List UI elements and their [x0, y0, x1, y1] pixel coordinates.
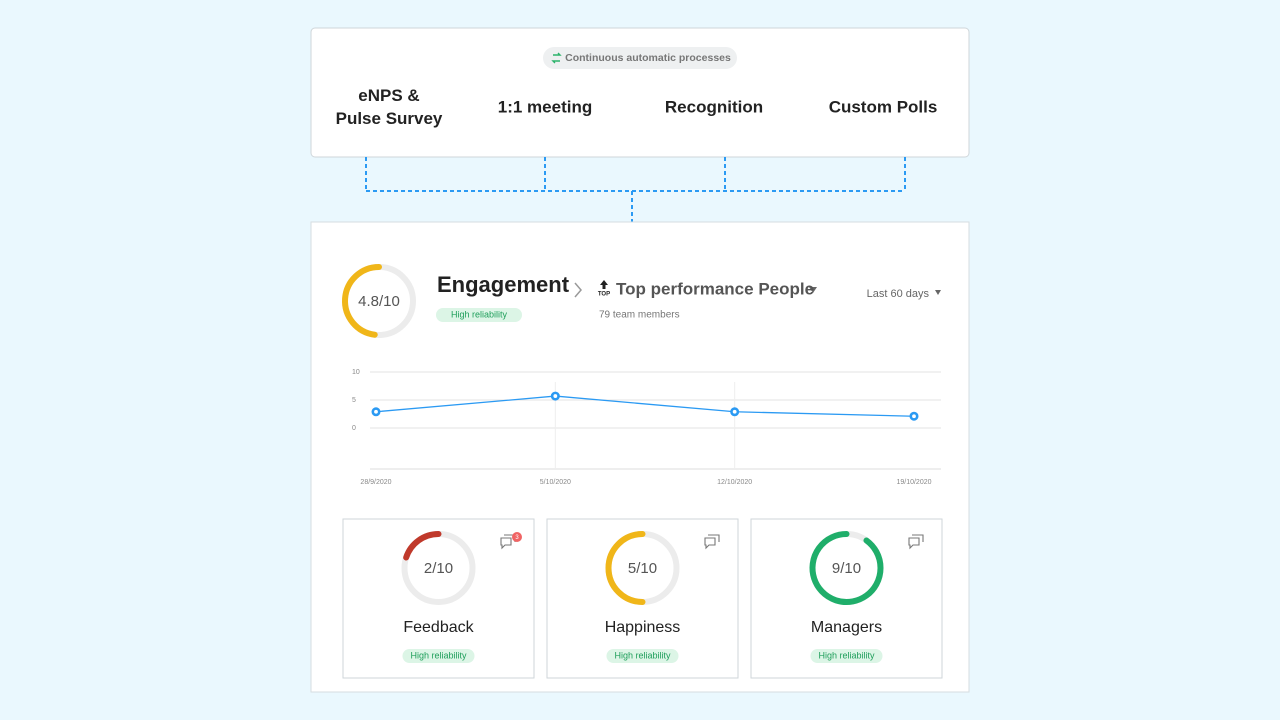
gauge-label: 5/10 — [628, 560, 657, 577]
point — [550, 391, 560, 401]
x-tick-label: 12/10/2020 — [717, 479, 752, 486]
period-caret — [935, 290, 941, 295]
reliability: High reliability — [818, 650, 875, 660]
sync-icon — [551, 52, 562, 64]
y-tick-label: 5 — [352, 397, 356, 404]
process-label: Pulse Survey — [336, 109, 443, 128]
line — [375, 395, 915, 417]
badge — [512, 532, 522, 542]
point — [371, 407, 381, 417]
reliability-pill — [606, 649, 679, 663]
banner: Continuous automatic processes — [565, 52, 731, 64]
process-label: Recognition — [665, 97, 763, 116]
x-tick-label: 28/9/2020 — [360, 479, 391, 486]
gauge-arc — [809, 531, 884, 605]
banner-pill — [543, 47, 737, 69]
metric-title: Happiness — [605, 619, 681, 636]
point — [909, 411, 919, 421]
y-tick-label: 10 — [352, 369, 360, 376]
team-caret — [809, 287, 817, 293]
gauge-arc — [403, 531, 442, 561]
reliability-pill — [402, 649, 475, 663]
x-tick-label: 19/10/2020 — [896, 479, 931, 486]
gauge-arc — [342, 264, 382, 338]
team: Top performance People — [616, 279, 814, 298]
process-label: 1:1 meeting — [498, 97, 592, 116]
period: Last 60 days — [867, 288, 930, 300]
members: 79 team members — [599, 310, 680, 321]
engagement-title: Engagement — [437, 272, 570, 297]
reliability: High reliability — [451, 309, 508, 319]
reliability: High reliability — [410, 650, 467, 660]
reliability-pill — [436, 308, 522, 322]
process-card — [310, 27, 970, 158]
process-label: eNPS & — [358, 86, 419, 105]
reliability-pill — [810, 649, 883, 663]
point — [730, 407, 740, 417]
process-label: Custom Polls — [829, 97, 938, 116]
chevron — [574, 282, 582, 298]
gauge-arc — [605, 531, 646, 605]
metric-title: Managers — [811, 619, 882, 636]
comment-icon — [908, 534, 924, 550]
gauge-label: 9/10 — [832, 560, 861, 577]
x-tick-label: 5/10/2020 — [540, 479, 571, 486]
comment-icon — [704, 534, 720, 550]
reliability: High reliability — [614, 650, 671, 660]
y-tick-label: 0 — [352, 425, 356, 432]
connectors — [365, 157, 906, 222]
gauge-label: 2/10 — [424, 560, 453, 577]
team-icon: TOP — [598, 292, 610, 298]
gauge-label: 4.8/10 — [358, 293, 400, 310]
metric-title: Feedback — [403, 619, 474, 636]
badge-count: 3 — [515, 535, 519, 541]
top-arrow — [600, 280, 608, 289]
